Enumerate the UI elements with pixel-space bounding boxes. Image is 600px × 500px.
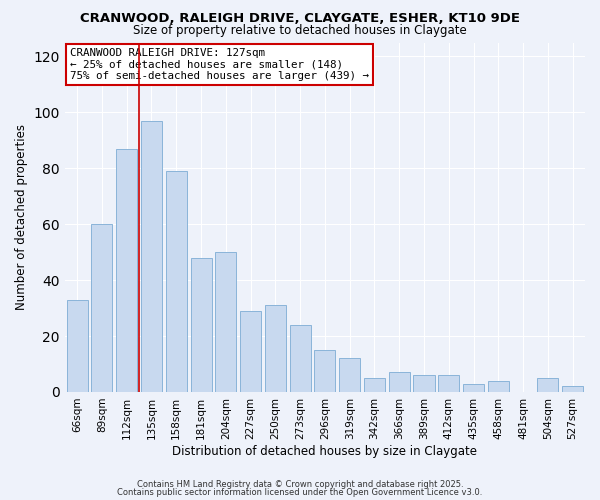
- Text: CRANWOOD, RALEIGH DRIVE, CLAYGATE, ESHER, KT10 9DE: CRANWOOD, RALEIGH DRIVE, CLAYGATE, ESHER…: [80, 12, 520, 26]
- Bar: [413, 375, 434, 392]
- Bar: [91, 224, 112, 392]
- Text: Size of property relative to detached houses in Claygate: Size of property relative to detached ho…: [133, 24, 467, 37]
- Text: Contains public sector information licensed under the Open Government Licence v3: Contains public sector information licen…: [118, 488, 482, 497]
- Bar: [314, 350, 335, 392]
- Bar: [488, 381, 509, 392]
- Bar: [240, 311, 261, 392]
- Text: Contains HM Land Registry data © Crown copyright and database right 2025.: Contains HM Land Registry data © Crown c…: [137, 480, 463, 489]
- Bar: [463, 384, 484, 392]
- Bar: [191, 258, 212, 392]
- Bar: [215, 252, 236, 392]
- Bar: [389, 372, 410, 392]
- Bar: [116, 148, 137, 392]
- Bar: [538, 378, 559, 392]
- X-axis label: Distribution of detached houses by size in Claygate: Distribution of detached houses by size …: [172, 444, 478, 458]
- Y-axis label: Number of detached properties: Number of detached properties: [15, 124, 28, 310]
- Bar: [290, 325, 311, 392]
- Bar: [562, 386, 583, 392]
- Bar: [67, 300, 88, 392]
- Bar: [438, 375, 459, 392]
- Bar: [339, 358, 360, 392]
- Bar: [166, 171, 187, 392]
- Text: CRANWOOD RALEIGH DRIVE: 127sqm
← 25% of detached houses are smaller (148)
75% of: CRANWOOD RALEIGH DRIVE: 127sqm ← 25% of …: [70, 48, 369, 81]
- Bar: [141, 121, 162, 392]
- Bar: [265, 306, 286, 392]
- Bar: [364, 378, 385, 392]
